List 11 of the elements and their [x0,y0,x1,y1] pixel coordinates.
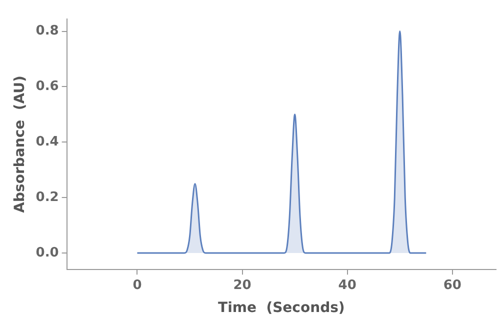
x-tick-label: 40 [338,278,356,293]
y-tick-label: 0.8 [36,24,59,39]
y-axis-title: Absorbance (AU) [12,76,28,213]
x-tick-label: 20 [233,278,252,293]
y-tick-label: 0.6 [36,79,59,94]
x-axis-title: Time (Seconds) [218,300,345,316]
x-tick-label: 60 [443,278,462,293]
y-tick-label: 0.2 [36,190,59,205]
y-tick-label: 0.0 [36,245,59,260]
y-tick-label: 0.4 [36,134,59,150]
x-tick-label: 0 [132,278,142,293]
